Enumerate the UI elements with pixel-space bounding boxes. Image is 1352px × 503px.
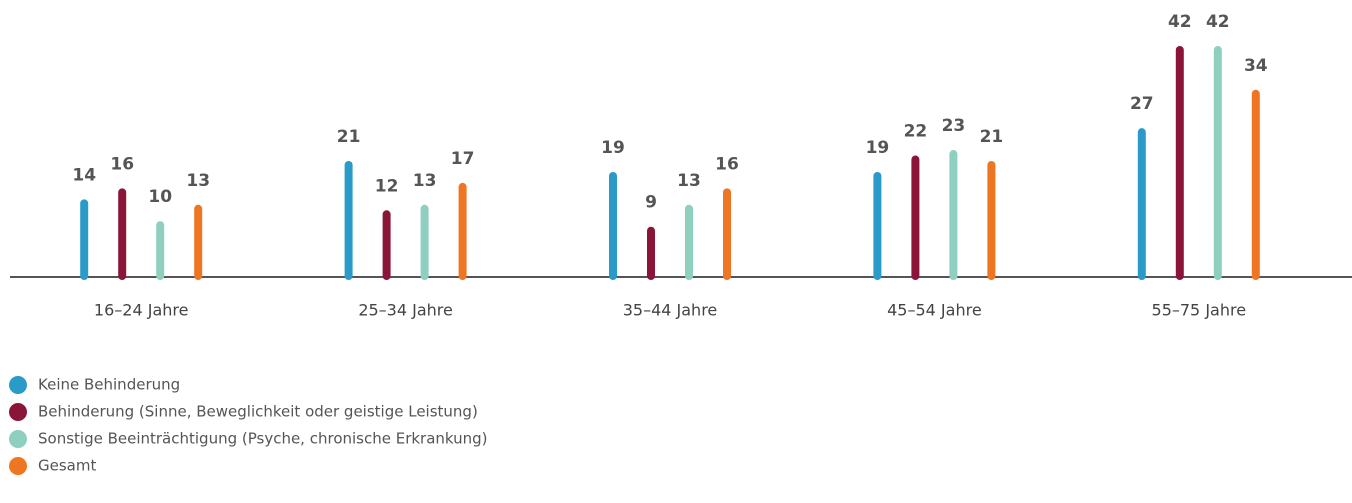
data-label: 10 [148,187,172,207]
legend-swatch [9,403,27,421]
x-tick-label: 35–44 Jahre [623,301,718,320]
legend-swatch [9,457,27,475]
legend-label: Sonstige Beeinträchtigung (Psyche, chron… [38,430,488,448]
bar [344,161,353,280]
data-label: 17 [451,149,475,169]
data-label: 21 [337,127,361,147]
bar [1137,128,1146,280]
data-label: 27 [1130,94,1154,114]
data-label: 23 [942,116,966,136]
bar [194,204,203,280]
bar [156,221,165,280]
bar [987,161,996,280]
legend-swatch [9,430,27,448]
data-label: 19 [866,138,890,158]
bar [1251,89,1260,280]
data-label: 16 [715,154,739,174]
bar [382,210,391,280]
data-label: 19 [601,138,625,158]
bar [911,155,920,280]
bar [609,171,617,280]
x-tick-label: 25–34 Jahre [358,301,453,320]
bar [685,204,693,280]
data-label: 22 [904,122,928,142]
data-label: 12 [375,176,399,196]
data-label: 9 [645,193,657,213]
bar [949,150,958,280]
bar [1175,46,1184,280]
bar [1213,46,1222,280]
x-tick-label: 55–75 Jahre [1152,301,1247,320]
legend-label: Behinderung (Sinne, Beweglichkeit oder g… [38,403,478,421]
data-label: 13 [186,171,210,191]
bar [420,204,429,280]
data-label: 21 [980,127,1004,147]
data-label: 13 [677,171,701,191]
data-label: 34 [1244,56,1268,76]
bar [723,188,731,280]
data-label: 14 [72,165,96,185]
data-label: 42 [1206,12,1230,32]
data-label: 42 [1168,12,1192,32]
data-label: 16 [110,154,134,174]
legend-label: Keine Behinderung [38,376,180,394]
x-tick-label: 16–24 Jahre [94,301,189,320]
bar [118,188,127,280]
bar [647,226,655,280]
bar [458,182,467,280]
data-label: 13 [413,171,437,191]
bar [80,199,89,280]
x-tick-label: 45–54 Jahre [887,301,982,320]
bar [873,171,882,280]
legend-swatch [9,376,27,394]
legend-label: Gesamt [38,457,96,475]
